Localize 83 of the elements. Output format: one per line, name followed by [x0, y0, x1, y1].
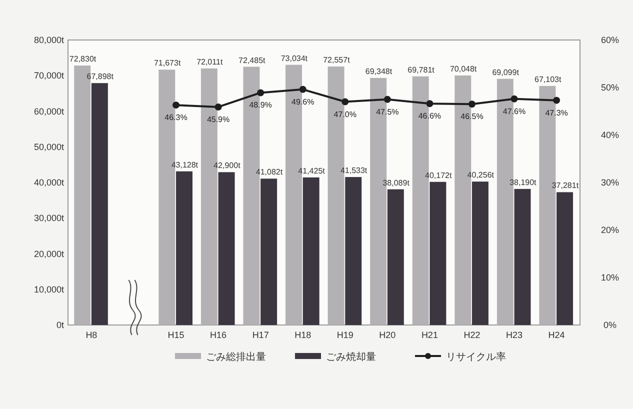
- data-label: 38,089t: [382, 178, 410, 188]
- y2-tick-label: 20%: [600, 225, 620, 235]
- x-tick-label: H24: [548, 330, 565, 340]
- point: [342, 98, 349, 106]
- data-label: 48.9%: [249, 100, 272, 110]
- legend-label: ごみ総排出量: [206, 351, 266, 363]
- point: [553, 96, 560, 104]
- y2-tick-label: 50%: [600, 82, 620, 92]
- point: [214, 103, 222, 110]
- data-label: 69,348t: [365, 66, 393, 76]
- data-label: 46.6%: [418, 112, 442, 121]
- x-tick-label: H21: [421, 330, 438, 340]
- x-tick-label: H20: [379, 330, 396, 340]
- y2-tick-label: 30%: [600, 178, 620, 188]
- data-label: 45.9%: [206, 114, 230, 124]
- data-label: 67,103t: [534, 74, 562, 84]
- data-label: 38,190t: [510, 178, 538, 187]
- y-tick-label: 20,000t: [34, 248, 64, 259]
- bar: [472, 182, 488, 325]
- data-label: 40,256t: [467, 170, 495, 180]
- point: [172, 102, 180, 109]
- x-tick-label: H17: [252, 330, 269, 340]
- data-label: 72,011t: [196, 57, 224, 66]
- legend-label: リサイクル率: [446, 351, 506, 363]
- y2-tick-label: 0%: [603, 320, 617, 330]
- x-tick-label: H16: [210, 330, 227, 340]
- data-label: 42,900t: [214, 161, 242, 170]
- y-tick-label: 40,000t: [34, 178, 64, 188]
- y-tick-label: 0t: [56, 320, 64, 330]
- y2-tick-label: 60%: [600, 35, 620, 45]
- bar: [556, 192, 574, 325]
- point: [426, 100, 434, 108]
- data-label: 41,425t: [298, 166, 326, 176]
- y-tick-label: 10,000t: [34, 284, 64, 294]
- point: [468, 100, 476, 108]
- legend-label: ごみ焼却量: [326, 351, 376, 363]
- bar: [91, 83, 108, 325]
- x-tick-label: H19: [336, 330, 354, 340]
- bar: [218, 172, 235, 325]
- data-label: 73,034t: [280, 54, 308, 63]
- data-label: 69,099t: [492, 68, 520, 77]
- data-label: 41,082t: [256, 168, 284, 177]
- point: [510, 95, 518, 102]
- data-label: 46.5%: [460, 112, 484, 122]
- y-tick-label: 60,000t: [34, 106, 64, 116]
- data-label: 67,898t: [86, 72, 114, 82]
- x-tick-label: H18: [294, 330, 312, 340]
- y-tick-label: 50,000t: [34, 142, 64, 152]
- data-label: 70,048t: [450, 64, 478, 74]
- data-label: 47.6%: [502, 106, 526, 116]
- bar: [430, 182, 446, 325]
- data-label: 72,830t: [69, 54, 97, 64]
- bar: [345, 177, 362, 325]
- bar: [387, 189, 404, 325]
- data-label: 72,485t: [238, 56, 266, 65]
- x-tick-label: H23: [506, 330, 523, 340]
- y-tick-label: 80,000t: [34, 35, 64, 45]
- x-tick-label: H15: [168, 330, 184, 340]
- point: [384, 96, 391, 103]
- point: [257, 89, 264, 96]
- data-label: 71,673t: [154, 58, 182, 68]
- data-label: 40,172t: [425, 170, 452, 180]
- x-tick-label: H22: [464, 330, 480, 340]
- y2-tick-label: 40%: [600, 130, 620, 140]
- data-label: 47.0%: [334, 110, 356, 119]
- data-label: 46.3%: [164, 113, 188, 122]
- x-tick-label: H8: [86, 330, 98, 340]
- data-label: 43,128t: [171, 160, 199, 170]
- bar: [176, 171, 192, 325]
- bar: [302, 177, 320, 325]
- y2-tick-label: 10%: [600, 272, 620, 282]
- data-label: 69,781t: [408, 65, 436, 74]
- data-label: 49.6%: [292, 97, 314, 106]
- data-label: 47.3%: [545, 108, 568, 118]
- data-label: 47.5%: [376, 107, 399, 116]
- data-label: 72,557t: [323, 56, 351, 65]
- y-tick-label: 30,000t: [34, 213, 64, 224]
- y-tick-label: 70,000t: [34, 70, 64, 81]
- bar: [514, 188, 531, 325]
- data-label: 41,533t: [340, 166, 368, 176]
- point: [299, 86, 306, 93]
- data-label: 37,281t: [552, 181, 580, 190]
- bar: [260, 178, 278, 325]
